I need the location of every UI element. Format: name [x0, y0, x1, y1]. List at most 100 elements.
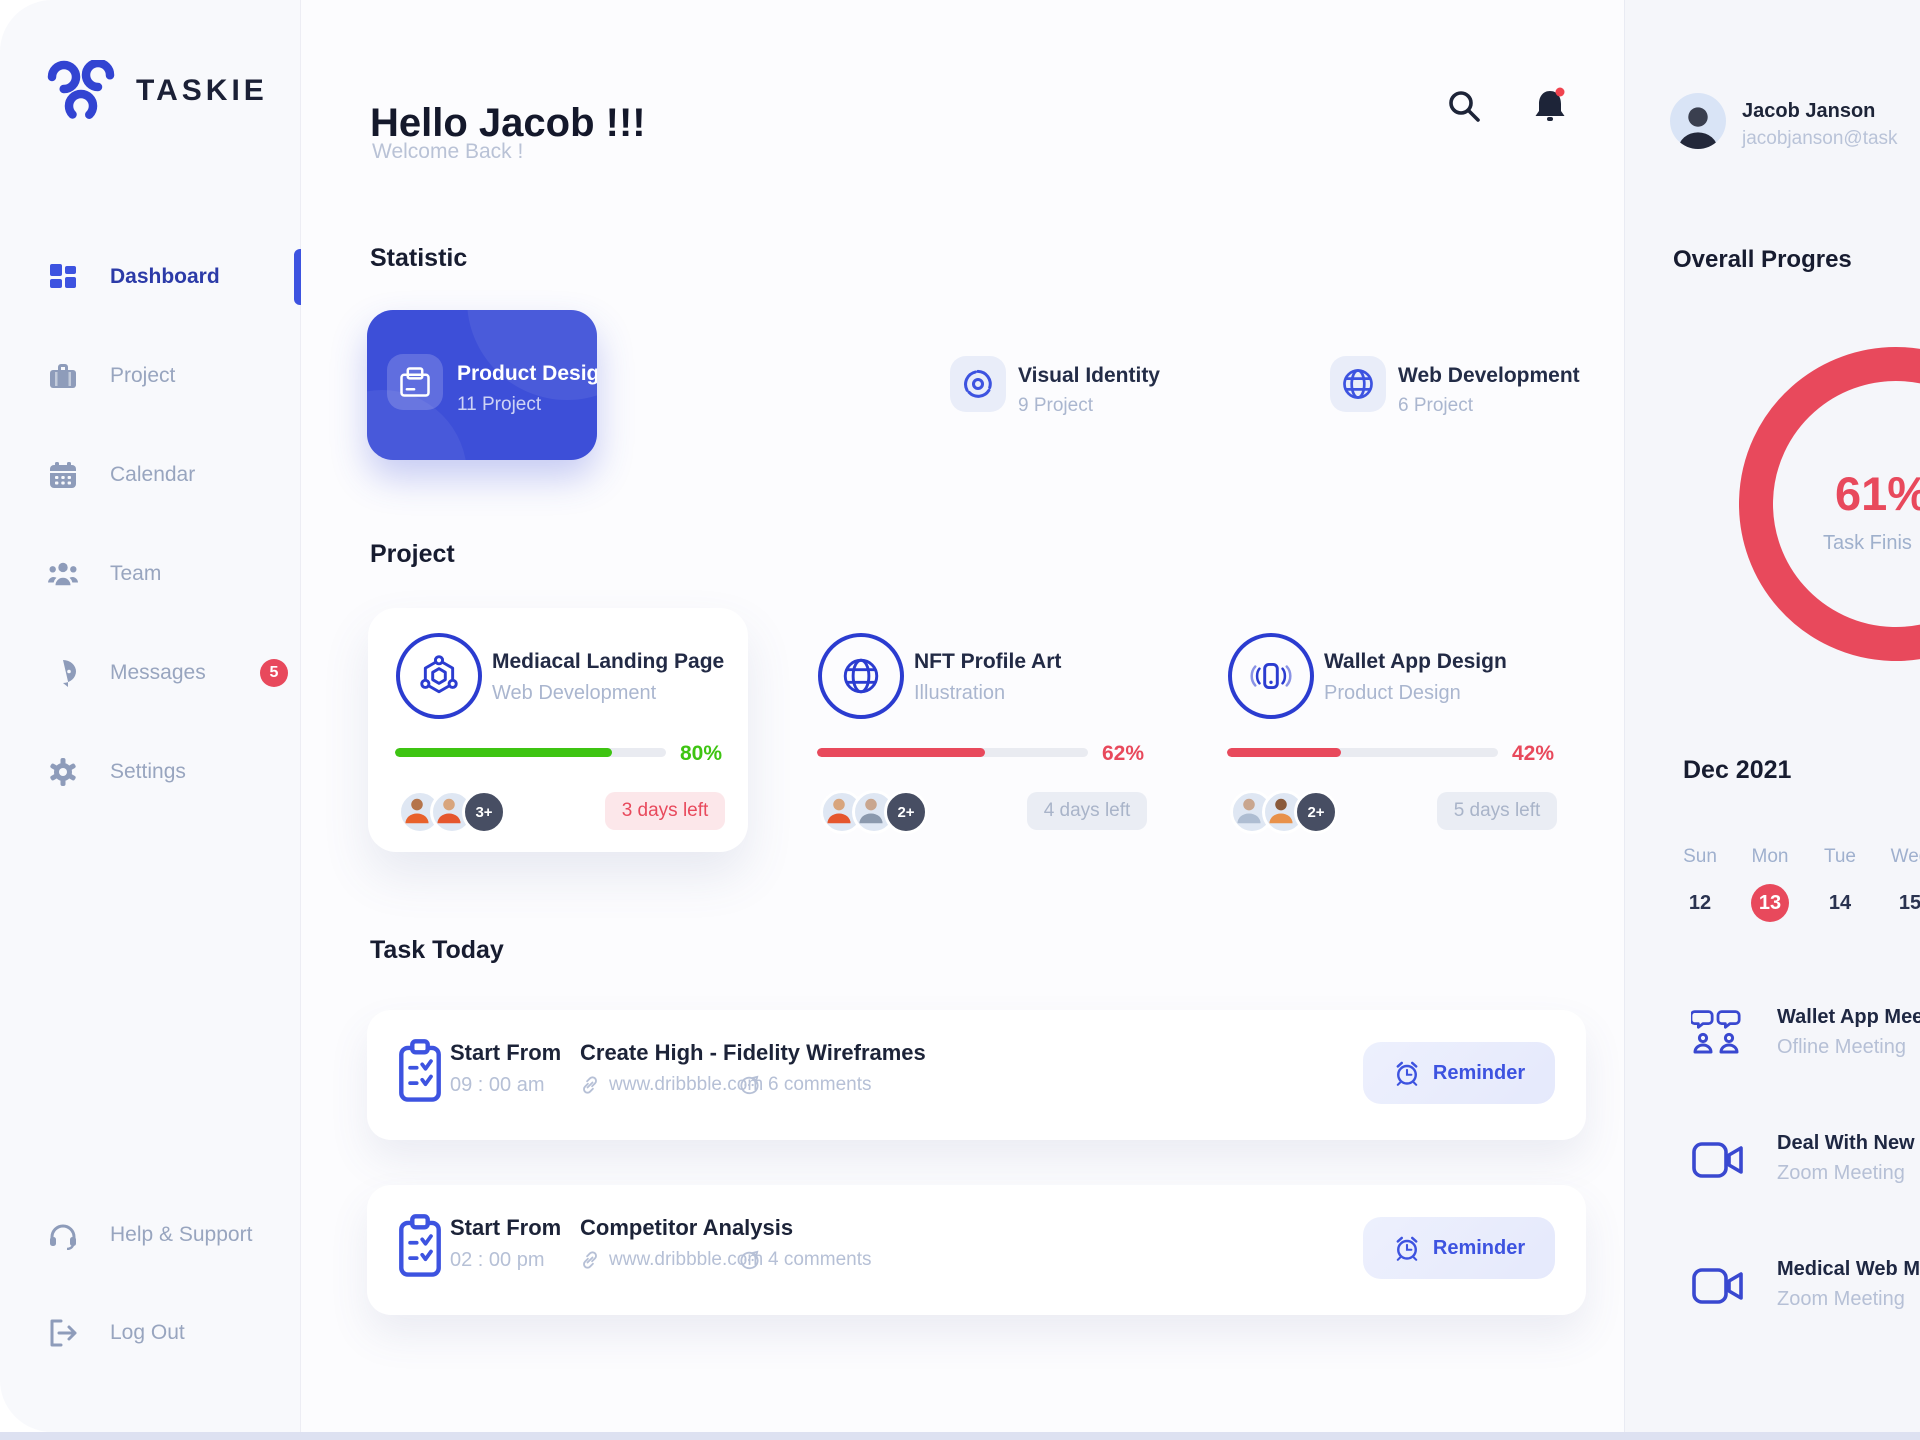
calendar-day[interactable]: 12: [1688, 892, 1712, 914]
days-left-badge: 3 days left: [605, 792, 725, 830]
sidebar-item-label: Help & Support: [110, 1223, 253, 1246]
task-link[interactable]: www.dribbble.com: [580, 1249, 763, 1271]
sidebar-item-messages[interactable]: Messages 5: [0, 648, 300, 698]
extra-members-badge: 2+: [884, 790, 928, 834]
reminder-button[interactable]: Reminder: [1363, 1042, 1555, 1104]
video-camera-icon: [1691, 1266, 1745, 1306]
weekday-label: Mon: [1751, 846, 1789, 867]
clipboard-icon: [398, 1038, 442, 1104]
project-card-mediacal-landing-page[interactable]: Mediacal Landing Page Web Development 80…: [368, 608, 748, 852]
task-start-label: Start From: [450, 1215, 562, 1240]
active-indicator: [294, 249, 301, 305]
meeting-item[interactable]: Medical Web M Zoom Meeting: [1625, 1254, 1920, 1364]
extra-members-badge: 2+: [1294, 790, 1338, 834]
gear-icon: [48, 757, 78, 787]
calendar-day[interactable]: 15: [1898, 892, 1920, 914]
brand: TASKIE: [46, 60, 268, 122]
weekday-label: Wed: [1890, 846, 1920, 867]
task-row[interactable]: Start From 02 : 00 pm Competitor Analysi…: [367, 1185, 1586, 1315]
reminder-label: Reminder: [1432, 1061, 1526, 1084]
task-comments-text: 6 comments: [768, 1074, 872, 1095]
calendar-day-selected[interactable]: 13: [1735, 884, 1805, 922]
sidebar-item-dashboard[interactable]: Dashboard: [0, 249, 301, 305]
sidebar-item-label: Calendar: [110, 463, 196, 486]
reminder-button[interactable]: Reminder: [1363, 1217, 1555, 1279]
weekday-label: Tue: [1823, 846, 1857, 867]
sidebar-item-help-support[interactable]: Help & Support: [0, 1210, 300, 1260]
weekday-label: Sun: [1683, 846, 1717, 867]
calendar-days: 12 13 14 15: [1665, 884, 1920, 922]
task-comments[interactable]: 6 comments: [739, 1074, 871, 1096]
people-chat-icon: [1691, 1008, 1743, 1056]
sidebar-item-calendar[interactable]: Calendar: [0, 450, 300, 500]
comment-icon: [739, 1075, 759, 1095]
progress-bar: [1227, 748, 1498, 757]
progress-fill: [817, 748, 986, 757]
project-title: NFT Profile Art: [914, 650, 1062, 673]
sidebar-footer: Help & Support Log Out: [0, 1210, 300, 1406]
sidebar-item-team[interactable]: Team: [0, 549, 300, 599]
user-name: Jacob Janson: [1742, 100, 1876, 122]
briefcase-icon: [48, 361, 78, 391]
days-left-badge: 5 days left: [1437, 792, 1557, 830]
dashboard-icon: [48, 262, 78, 292]
meeting-item[interactable]: Deal With New Zoom Meeting: [1625, 1128, 1920, 1238]
stat-card-product-design[interactable]: Product Design 11 Project: [367, 310, 597, 460]
notifications-button[interactable]: [1530, 86, 1570, 126]
stat-title: Visual Identity: [1018, 364, 1160, 387]
welcome-subtitle: Welcome Back !: [372, 140, 524, 163]
sidebar-item-label: Messages: [110, 661, 206, 684]
meeting-item[interactable]: Wallet App Mee Ofline Meeting: [1625, 1002, 1920, 1112]
globe-icon: [1330, 356, 1386, 412]
task-link-text: www.dribbble.com: [609, 1249, 764, 1270]
reminder-label: Reminder: [1432, 1236, 1526, 1259]
meeting-title: Medical Web M: [1777, 1258, 1920, 1280]
stat-count: 9 Project: [1018, 395, 1093, 416]
search-button[interactable]: [1445, 86, 1485, 126]
task-comments[interactable]: 4 comments: [739, 1249, 871, 1271]
link-icon: [580, 1250, 600, 1270]
project-card-nft-profile-art[interactable]: NFT Profile Art Illustration 62% 2+ 4 da…: [790, 608, 1170, 852]
task-link[interactable]: www.dribbble.com: [580, 1074, 763, 1096]
stat-count: 6 Project: [1398, 395, 1473, 416]
overall-progress-title: Overall Progres: [1673, 246, 1852, 273]
stat-title: Web Development: [1398, 364, 1580, 387]
message-bubble-icon: [48, 658, 78, 688]
swirl-icon: [950, 356, 1006, 412]
project-card-wallet-app-design[interactable]: Wallet App Design Product Design 42% 2+ …: [1200, 608, 1580, 852]
brand-name: TASKIE: [136, 74, 268, 107]
progress-bar: [395, 748, 666, 757]
section-title-task-today: Task Today: [370, 936, 504, 964]
project-category: Illustration: [914, 682, 1006, 704]
member-avatars: 2+: [820, 790, 928, 834]
meeting-subtitle: Ofline Meeting: [1777, 1036, 1906, 1058]
hexagon-network-icon: [396, 633, 482, 719]
bell-icon: [1530, 86, 1570, 126]
meeting-title: Deal With New: [1777, 1132, 1915, 1154]
task-row[interactable]: Start From 09 : 00 am Create High - Fide…: [367, 1010, 1586, 1140]
sidebar: TASKIE Dashboard: [0, 0, 301, 1432]
progress-fill: [395, 748, 612, 757]
calendar-day[interactable]: 14: [1828, 892, 1852, 914]
sidebar-item-logout[interactable]: Log Out: [0, 1308, 300, 1358]
task-title: Competitor Analysis: [580, 1215, 794, 1240]
logout-icon: [48, 1318, 78, 1348]
project-category: Product Design: [1324, 682, 1461, 704]
task-link-text: www.dribbble.com: [609, 1074, 764, 1095]
bottom-strip: [0, 1432, 1920, 1440]
sidebar-item-label: Team: [110, 562, 162, 585]
stat-title: Product Design: [457, 362, 597, 385]
sidebar-item-label: Project: [110, 364, 176, 387]
user-avatar[interactable]: [1670, 93, 1726, 149]
sidebar-item-label: Log Out: [110, 1321, 185, 1344]
stat-count: 11 Project: [457, 394, 542, 415]
sidebar-item-settings[interactable]: Settings: [0, 747, 300, 797]
project-title: Mediacal Landing Page: [492, 650, 725, 673]
sidebar-item-project[interactable]: Project: [0, 351, 300, 401]
progress-bar: [817, 748, 1088, 757]
member-avatars: 3+: [398, 790, 506, 834]
phone-vibrate-icon: [1228, 633, 1314, 719]
task-start-label: Start From: [450, 1040, 562, 1065]
task-time: 02 : 00 pm: [450, 1249, 545, 1271]
